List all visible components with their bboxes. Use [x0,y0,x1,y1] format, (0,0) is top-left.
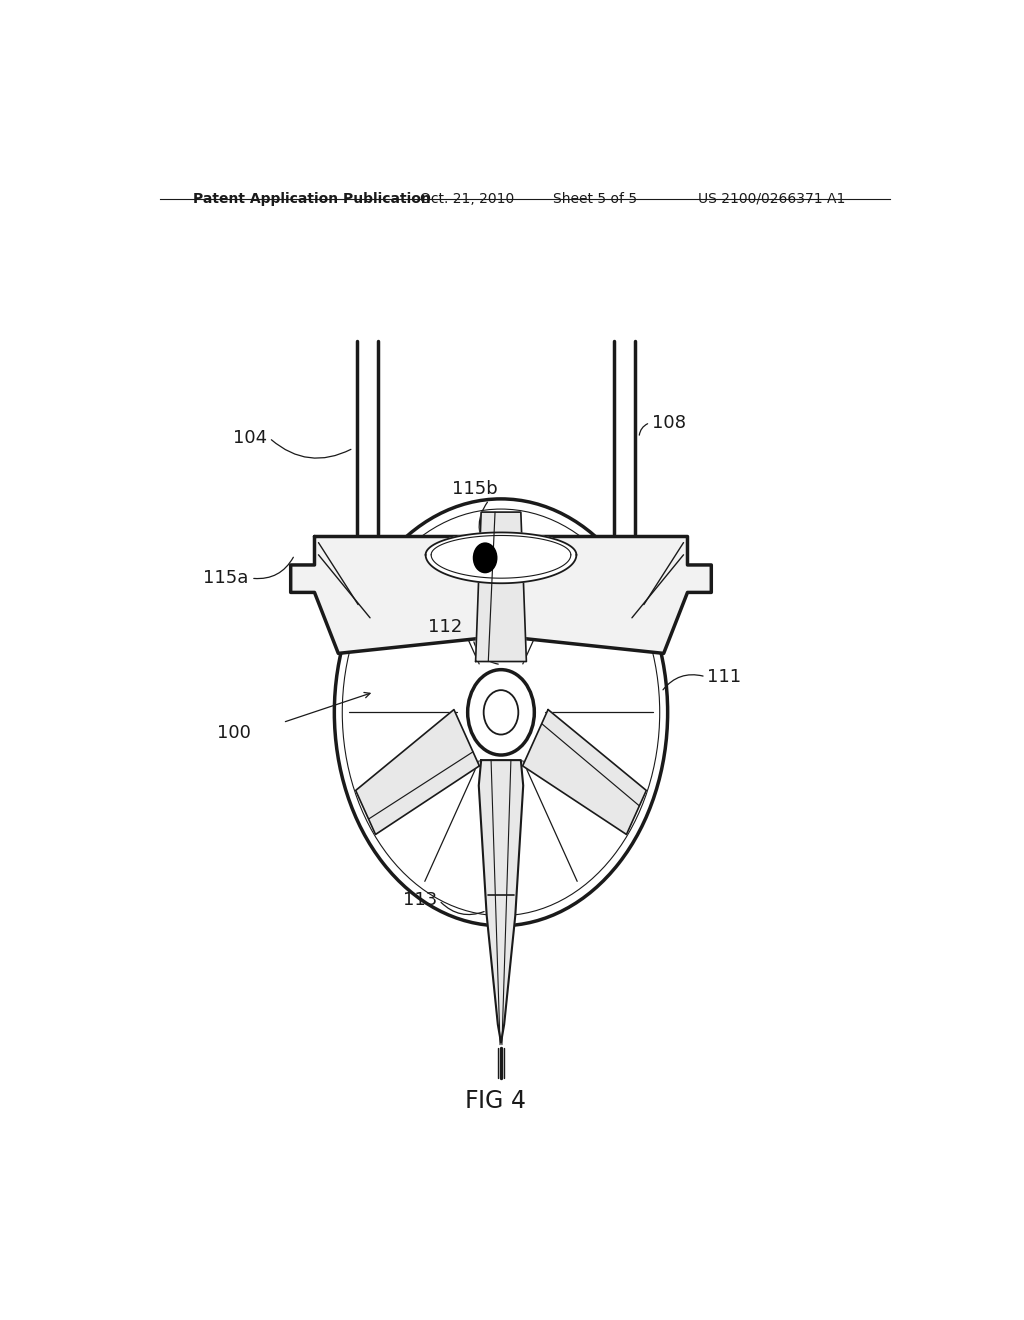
Text: 111: 111 [708,668,741,686]
Circle shape [468,669,535,755]
Polygon shape [479,760,523,1043]
Text: 112: 112 [428,618,463,636]
Text: 108: 108 [652,413,686,432]
Text: 104: 104 [232,429,267,447]
Text: $\mathsf{FIG\ 4}$: $\mathsf{FIG\ 4}$ [464,1089,526,1113]
Circle shape [474,544,497,572]
Polygon shape [475,512,526,661]
Text: US 2100/0266371 A1: US 2100/0266371 A1 [697,191,845,206]
Polygon shape [522,710,646,834]
Polygon shape [355,710,479,834]
Text: Oct. 21, 2010: Oct. 21, 2010 [420,191,514,206]
Text: 115a: 115a [203,569,249,587]
Circle shape [334,499,668,925]
Text: 100: 100 [217,723,251,742]
Circle shape [483,690,518,734]
Text: Sheet 5 of 5: Sheet 5 of 5 [553,191,637,206]
Text: Patent Application Publication: Patent Application Publication [194,191,431,206]
Text: 115b: 115b [452,480,498,498]
Text: 113: 113 [403,891,437,909]
Polygon shape [426,532,577,583]
Polygon shape [291,536,712,653]
